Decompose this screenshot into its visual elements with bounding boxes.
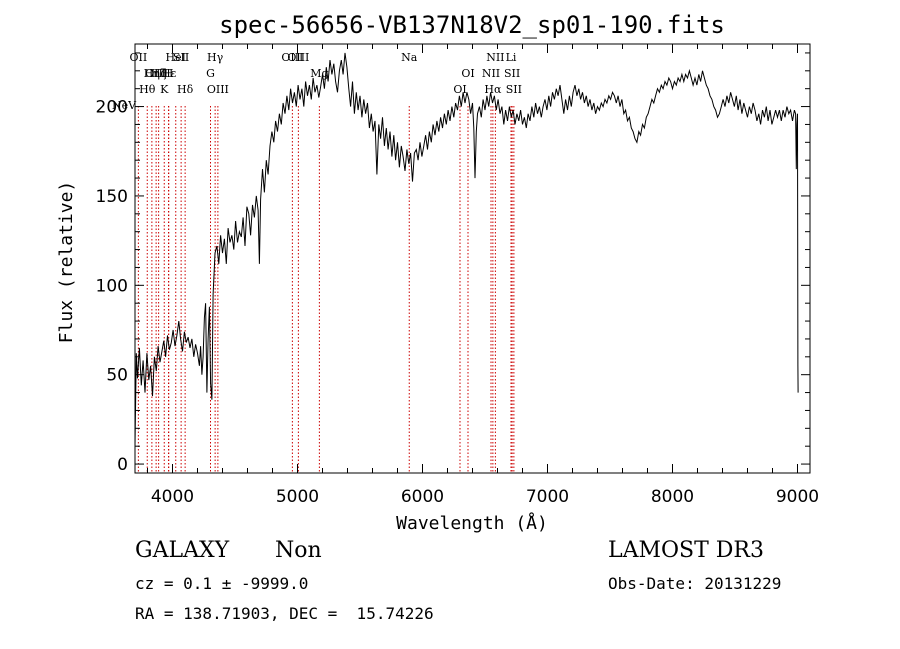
line-label: Hγ xyxy=(207,51,224,64)
x-tick-label: 9000 xyxy=(776,487,819,507)
object-type: GALAXY xyxy=(135,538,230,563)
line-label: Mg xyxy=(310,67,328,80)
x-tick-label: 4000 xyxy=(151,487,194,507)
line-label: OI xyxy=(453,83,466,96)
line-label: OIII xyxy=(281,51,303,64)
y-axis-ticks: 0 50 100 150 200 xyxy=(96,52,810,475)
line-label: SII xyxy=(504,67,520,80)
line-label: NII xyxy=(482,67,500,80)
line-label: SII xyxy=(173,51,189,64)
x-tick-label: 6000 xyxy=(401,487,444,507)
line-label: SII xyxy=(506,83,522,96)
line-label: Hθ xyxy=(139,83,156,96)
x-tick-label: 7000 xyxy=(526,487,569,507)
y-tick-label: 50 xyxy=(106,366,128,386)
object-subclass: Non xyxy=(275,538,322,563)
line-label: NII xyxy=(486,51,504,64)
x-tick-label: 5000 xyxy=(276,487,319,507)
line-label: OI xyxy=(461,67,474,80)
line-label: OIII xyxy=(287,51,309,64)
line-label: Na xyxy=(401,51,418,64)
chart-title: spec-56656-VB137N18V2_sp01-190.fits xyxy=(219,11,725,39)
line-label: OIII xyxy=(145,67,167,80)
y-tick-label: 0 xyxy=(117,455,128,475)
coordinates: RA = 138.71903, DEC = 15.74226 xyxy=(135,604,434,623)
observation-date: Obs-Date: 20131229 xyxy=(608,574,782,593)
y-tick-label: 100 xyxy=(96,276,128,296)
emission-line-labels: NeVOIIOIIIHεHeISIIHδHζHγOIIIGKHHηHθOIIIO… xyxy=(112,51,522,112)
line-label: HeI xyxy=(166,51,186,64)
x-tick-label: 8000 xyxy=(651,487,694,507)
line-label: OII xyxy=(130,51,148,64)
line-label: Hζ xyxy=(151,67,167,80)
x-axis-ticks: 4000 5000 6000 7000 8000 9000 xyxy=(147,44,819,507)
line-label: G xyxy=(206,67,215,80)
line-label: Li xyxy=(506,51,517,64)
y-tick-label: 200 xyxy=(96,98,128,118)
spectrum-line xyxy=(134,52,799,447)
line-label: OIII xyxy=(207,83,229,96)
y-tick-label: 150 xyxy=(96,187,128,207)
emission-line-markers xyxy=(137,106,515,473)
line-label: Hα xyxy=(484,83,502,96)
y-axis-label: Flux (relative) xyxy=(56,181,77,344)
line-label: Hε xyxy=(161,67,177,80)
line-label: Hδ xyxy=(177,83,194,96)
line-label: K xyxy=(160,83,169,96)
line-label: Hη xyxy=(144,67,160,80)
redshift-cz: cz = 0.1 ± -9999.0 xyxy=(135,574,309,593)
line-label: NeV xyxy=(112,99,137,112)
survey-name: LAMOST DR3 xyxy=(608,538,764,563)
x-axis-label: Wavelength (Å) xyxy=(396,512,548,534)
line-label: H xyxy=(164,67,174,80)
